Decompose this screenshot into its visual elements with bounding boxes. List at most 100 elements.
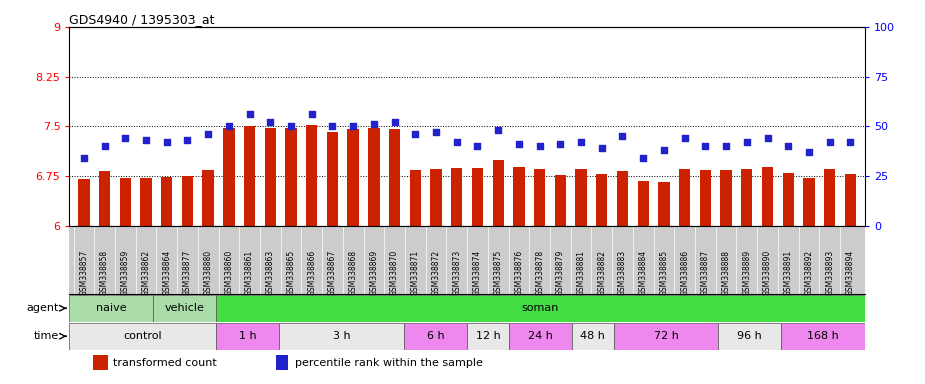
Text: 48 h: 48 h — [580, 331, 605, 341]
Text: 24 h: 24 h — [528, 331, 553, 341]
Bar — [845, 174, 856, 226]
Bar — [762, 167, 773, 226]
Point — [117, 135, 132, 141]
Point — [325, 123, 339, 129]
Bar — [327, 132, 339, 226]
Point — [553, 141, 568, 147]
Bar — [534, 169, 546, 226]
Point — [781, 143, 796, 149]
Bar — [368, 128, 379, 226]
Point — [388, 119, 402, 126]
Point — [180, 137, 195, 143]
Bar — [783, 173, 794, 226]
Text: control: control — [123, 331, 162, 341]
Bar — [637, 181, 649, 226]
Point — [366, 121, 381, 127]
Point — [139, 137, 154, 143]
Point — [263, 119, 278, 126]
Text: transformed count: transformed count — [113, 358, 216, 368]
Point — [512, 141, 526, 147]
Text: vehicle: vehicle — [165, 303, 204, 313]
Point — [595, 145, 610, 151]
Bar — [699, 170, 711, 226]
Point — [284, 123, 299, 129]
Bar — [824, 169, 835, 226]
Point — [470, 143, 485, 149]
Bar — [244, 126, 255, 226]
Bar — [410, 170, 421, 226]
Bar — [69, 295, 154, 322]
Text: 96 h: 96 h — [737, 331, 762, 341]
Point — [242, 111, 257, 118]
Bar — [741, 169, 753, 226]
Bar — [659, 182, 670, 226]
Bar — [203, 170, 214, 226]
Text: 1 h: 1 h — [239, 331, 256, 341]
Point — [77, 155, 92, 161]
Point — [615, 133, 630, 139]
Point — [677, 135, 692, 141]
Bar — [69, 323, 216, 350]
Bar — [509, 323, 572, 350]
Bar — [472, 168, 483, 226]
Point — [698, 143, 713, 149]
Point — [97, 143, 112, 149]
Bar — [278, 323, 404, 350]
Bar — [613, 323, 719, 350]
Bar — [404, 323, 467, 350]
Point — [408, 131, 423, 137]
Text: naive: naive — [96, 303, 127, 313]
Text: time: time — [33, 331, 59, 341]
Bar — [430, 169, 442, 226]
Bar — [216, 295, 865, 322]
Bar — [285, 128, 297, 226]
Bar — [277, 356, 289, 370]
Bar — [781, 323, 865, 350]
Bar — [99, 172, 110, 226]
Bar — [93, 356, 107, 370]
Bar — [348, 129, 359, 226]
Bar — [141, 178, 152, 226]
Bar — [216, 323, 278, 350]
Bar — [467, 323, 509, 350]
Point — [739, 139, 754, 146]
Text: soman: soman — [522, 303, 559, 313]
Point — [346, 123, 361, 129]
Bar — [451, 168, 462, 226]
Point — [802, 149, 817, 155]
Text: GDS4940 / 1395303_at: GDS4940 / 1395303_at — [69, 13, 215, 26]
Bar — [223, 128, 235, 226]
Bar — [721, 170, 732, 226]
Point — [159, 139, 174, 146]
Point — [491, 127, 506, 133]
Bar — [119, 178, 131, 226]
Bar — [572, 323, 613, 350]
Bar — [154, 295, 216, 322]
Bar — [513, 167, 524, 226]
Point — [843, 139, 857, 146]
Point — [719, 143, 734, 149]
Bar — [803, 178, 815, 226]
Point — [532, 143, 547, 149]
Text: percentile rank within the sample: percentile rank within the sample — [294, 358, 482, 368]
Point — [428, 129, 443, 136]
Point — [657, 147, 672, 153]
Bar — [596, 174, 608, 226]
Text: 12 h: 12 h — [475, 331, 500, 341]
Bar — [181, 176, 193, 226]
Bar — [575, 169, 586, 226]
Bar — [719, 323, 781, 350]
Text: 168 h: 168 h — [808, 331, 839, 341]
Point — [221, 123, 236, 129]
Bar — [555, 175, 566, 226]
Point — [760, 135, 775, 141]
Text: agent: agent — [27, 303, 59, 313]
Bar — [492, 159, 504, 226]
Point — [635, 155, 650, 161]
Bar — [617, 172, 628, 226]
Point — [574, 139, 588, 146]
Point — [450, 139, 464, 146]
Bar — [265, 128, 276, 226]
Bar — [679, 169, 690, 226]
Point — [201, 131, 216, 137]
